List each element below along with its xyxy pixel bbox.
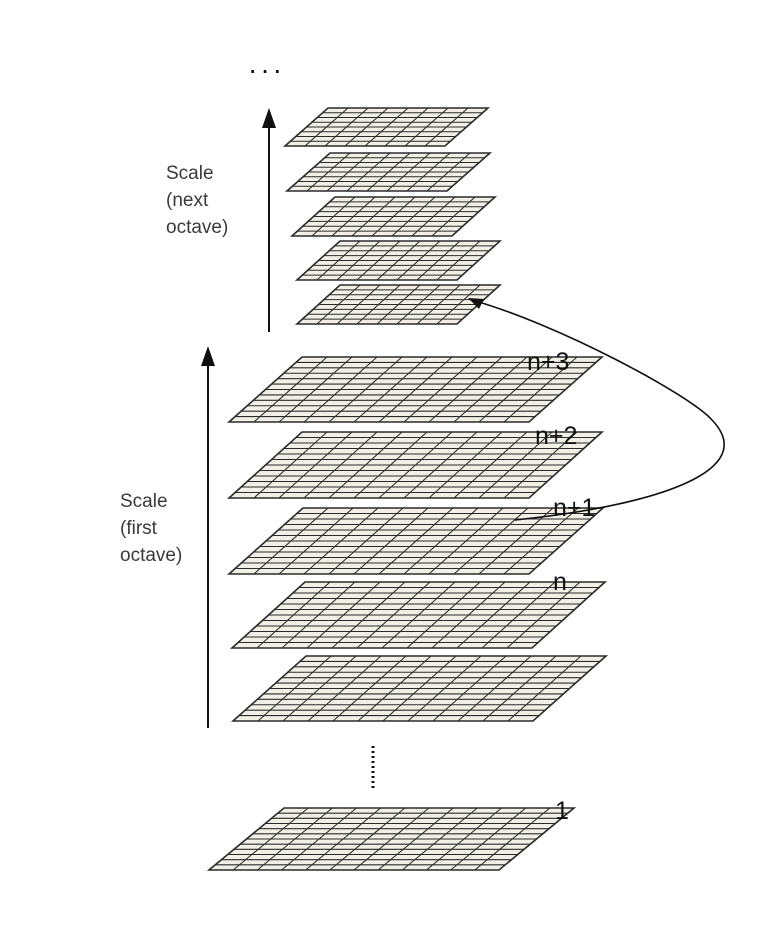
level-label-n-plus-3: n+3	[527, 348, 570, 376]
scale-first-octave-line-1: Scale	[120, 491, 168, 512]
level-label-n-plus-2: n+2	[535, 422, 578, 450]
scale-first-octave-line-2: (first	[120, 518, 157, 539]
level-label-n: n	[553, 568, 567, 596]
grid-layers	[206, 107, 609, 871]
grid-next-octave-1	[294, 284, 503, 325]
next-octave-axis-arrow	[262, 108, 276, 332]
grid-first-octave-n-plus-1	[226, 507, 606, 575]
grid-next-octave-4	[284, 152, 493, 192]
grid-first-octave-n-minus-1	[230, 655, 609, 722]
level-label-1: 1	[555, 797, 569, 825]
scale-next-octave-line-3: octave)	[166, 217, 229, 238]
level-label-n-plus-1: n+1	[553, 494, 596, 522]
scale-first-octave-line-3: octave)	[120, 545, 183, 566]
grid-next-octave-5	[282, 107, 491, 147]
curved-arrow	[471, 299, 725, 521]
grid-first-octave-n	[229, 581, 608, 649]
grid-first-octave-n-plus-2	[226, 431, 605, 499]
first-octave-axis-arrow	[201, 346, 215, 728]
grid-next-octave-2	[294, 240, 503, 281]
curved-arrow-head	[468, 298, 484, 309]
grid-first-octave-n-plus-3	[226, 356, 605, 423]
scale-first-octave-label: Scale (first octave)	[120, 488, 182, 569]
scale-next-octave-line-2: (next	[166, 190, 209, 211]
scale-next-octave-label: Scale (next octave)	[166, 160, 228, 241]
grid-next-octave-3	[289, 196, 498, 237]
grid-first-octave-1	[206, 807, 577, 871]
scale-next-octave-line-1: Scale	[166, 163, 214, 184]
top-ellipsis: ···	[248, 54, 285, 85]
